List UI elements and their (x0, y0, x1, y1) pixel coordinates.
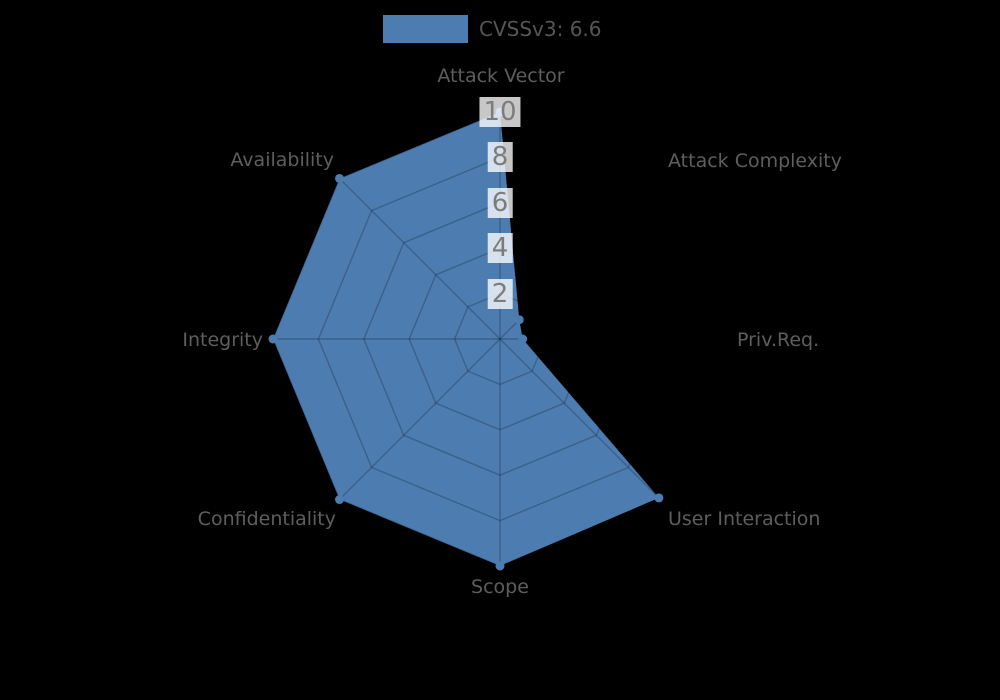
radial-tick-label-4: 4 (487, 233, 513, 263)
vertex-dot (334, 495, 344, 505)
axis-spoke (499, 338, 662, 501)
radar-polygon (273, 112, 659, 566)
grid-ring (363, 202, 637, 476)
axis-label-priv-req: Priv.Req. (737, 329, 820, 351)
axis-label-attack-complexity: Attack Complexity (668, 150, 843, 172)
axis-label-scope: Scope (471, 576, 529, 598)
radial-tick-label-10: 10 (479, 97, 521, 127)
vertex-dot (654, 493, 664, 503)
axis-spoke (338, 338, 501, 501)
vertex-dot (268, 334, 278, 344)
grid-ring (408, 247, 592, 431)
vertex-dot (518, 334, 528, 344)
grid-ring (317, 156, 683, 522)
grid-ring (453, 292, 547, 386)
vertex-dot (334, 173, 344, 183)
radial-tick-label-8: 8 (487, 142, 513, 172)
legend: CVSSv3: 6.6 (383, 13, 602, 45)
axis-label-user-interaction: User Interaction (668, 508, 821, 530)
axis-label-availability: Availability (230, 149, 334, 171)
radial-tick-label-6: 6 (487, 188, 513, 218)
axis-spoke (338, 177, 501, 340)
radial-tick-label-2: 2 (487, 279, 513, 309)
vertex-dot (514, 315, 524, 325)
axis-label-confidentiality: Confidentiality (197, 508, 336, 530)
legend-swatch (383, 15, 468, 43)
legend-label: CVSSv3: 6.6 (479, 17, 602, 41)
vertex-dot (495, 561, 505, 571)
axis-spoke (499, 177, 662, 340)
axis-label-attack-vector: Attack Vector (437, 65, 565, 87)
axis-label-integrity: Integrity (182, 329, 263, 351)
